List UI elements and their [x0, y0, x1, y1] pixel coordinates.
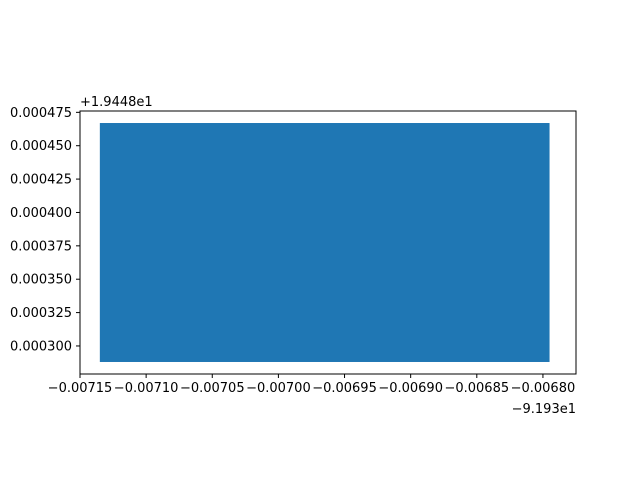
x-tick-label: −0.00690	[378, 381, 443, 396]
x-tick-label: −0.00715	[48, 381, 113, 396]
y-tick-label: 0.000350	[10, 273, 72, 288]
x-tick-label: −0.00705	[180, 381, 245, 396]
y-tick-label: 0.000425	[10, 173, 72, 188]
y-tick-label: 0.000375	[10, 239, 72, 254]
y-tick-label: 0.000300	[10, 339, 72, 354]
y-tick-label: 0.000400	[10, 206, 72, 221]
x-tick-label: −0.00700	[246, 381, 311, 396]
x-tick-label: −0.00695	[312, 381, 377, 396]
y-tick-label: 0.000450	[10, 139, 72, 154]
filled-region	[99, 123, 550, 362]
plot-frame	[79, 110, 577, 375]
x-tick-label: −0.00680	[511, 381, 576, 396]
x-axis-offset-label: −9.193e1	[512, 402, 576, 417]
y-tick-label: 0.000475	[10, 106, 72, 121]
y-tick-label: 0.000325	[10, 306, 72, 321]
y-axis-offset-label: +1.9448e1	[80, 95, 153, 110]
x-tick-label: −0.00710	[114, 381, 179, 396]
x-tick-label: −0.00685	[444, 381, 509, 396]
